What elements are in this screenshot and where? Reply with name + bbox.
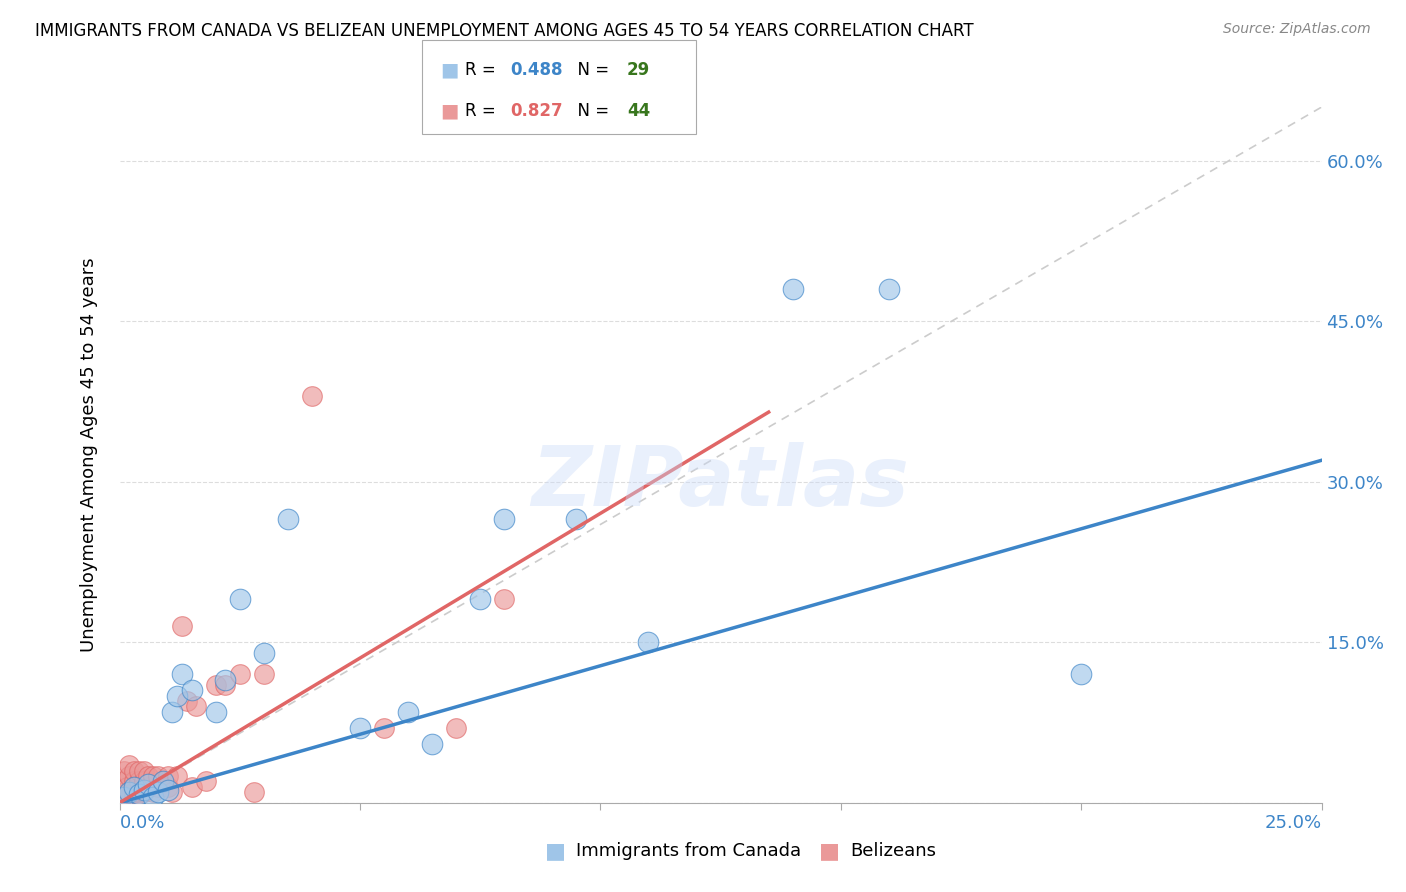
Belizeans (122, 785, 145, 799)
Immigrants from Canada (166, 689, 188, 703)
Belizeans (146, 769, 169, 783)
Immigrants from Canada (253, 646, 276, 660)
Text: IMMIGRANTS FROM CANADA VS BELIZEAN UNEMPLOYMENT AMONG AGES 45 TO 54 YEARS CORREL: IMMIGRANTS FROM CANADA VS BELIZEAN UNEMP… (35, 22, 974, 40)
Immigrants from Canada (138, 776, 160, 790)
Text: R =: R = (465, 61, 502, 79)
Belizeans (112, 774, 135, 789)
Text: 44: 44 (627, 102, 651, 120)
Text: ■: ■ (546, 841, 565, 861)
Immigrants from Canada (162, 705, 184, 719)
Belizeans (156, 780, 179, 794)
Immigrants from Canada (349, 721, 371, 735)
Text: 0.827: 0.827 (510, 102, 562, 120)
Belizeans (118, 758, 141, 772)
Immigrants from Canada (170, 667, 193, 681)
Immigrants from Canada (228, 592, 252, 607)
Belizeans (138, 780, 160, 794)
Belizeans (214, 678, 236, 692)
Belizeans (132, 764, 155, 778)
Text: R =: R = (465, 102, 502, 120)
Immigrants from Canada (156, 783, 179, 797)
Belizeans (170, 619, 193, 633)
Immigrants from Canada (142, 790, 165, 805)
Text: ■: ■ (820, 841, 839, 861)
Text: N =: N = (567, 102, 614, 120)
Immigrants from Canada (146, 785, 169, 799)
Belizeans (132, 774, 155, 789)
Text: 29: 29 (627, 61, 651, 79)
Immigrants from Canada (494, 512, 516, 526)
Immigrants from Canada (112, 790, 135, 805)
Immigrants from Canada (132, 783, 155, 797)
Belizeans (228, 667, 252, 681)
Belizeans (243, 785, 266, 799)
Belizeans (132, 785, 155, 799)
Immigrants from Canada (637, 635, 659, 649)
Belizeans (373, 721, 395, 735)
Immigrants from Canada (128, 787, 150, 801)
Belizeans (115, 780, 138, 794)
Belizeans (142, 785, 165, 799)
Immigrants from Canada (1070, 667, 1092, 681)
Belizeans (118, 769, 141, 783)
Belizeans (112, 764, 135, 778)
Text: N =: N = (567, 61, 614, 79)
Text: Immigrants from Canada: Immigrants from Canada (576, 842, 801, 860)
Belizeans (128, 774, 150, 789)
Belizeans (166, 769, 188, 783)
Belizeans (444, 721, 467, 735)
Belizeans (494, 592, 516, 607)
Y-axis label: Unemployment Among Ages 45 to 54 years: Unemployment Among Ages 45 to 54 years (80, 258, 98, 652)
Belizeans (138, 769, 160, 783)
Belizeans (180, 780, 202, 794)
Belizeans (162, 785, 184, 799)
Text: 0.488: 0.488 (510, 61, 562, 79)
Belizeans (122, 774, 145, 789)
Belizeans (176, 694, 198, 708)
Immigrants from Canada (152, 774, 174, 789)
Immigrants from Canada (782, 282, 804, 296)
Immigrants from Canada (468, 592, 492, 607)
Text: ■: ■ (440, 101, 458, 120)
Immigrants from Canada (118, 785, 141, 799)
Belizeans (112, 785, 135, 799)
Belizeans (301, 389, 323, 403)
Immigrants from Canada (396, 705, 419, 719)
Belizeans (142, 769, 165, 783)
Immigrants from Canada (565, 512, 588, 526)
Belizeans (204, 678, 226, 692)
Immigrants from Canada (180, 683, 202, 698)
Belizeans (195, 774, 218, 789)
Belizeans (146, 780, 169, 794)
Text: Belizeans: Belizeans (851, 842, 936, 860)
Belizeans (156, 769, 179, 783)
Belizeans (111, 790, 134, 805)
Belizeans (128, 764, 150, 778)
Immigrants from Canada (420, 737, 443, 751)
Text: 0.0%: 0.0% (120, 814, 165, 831)
Belizeans (122, 790, 145, 805)
Immigrants from Canada (214, 673, 236, 687)
Belizeans (186, 699, 208, 714)
Belizeans (118, 790, 141, 805)
Belizeans (253, 667, 276, 681)
Immigrants from Canada (122, 780, 145, 794)
Belizeans (118, 785, 141, 799)
Text: ■: ■ (440, 61, 458, 79)
Belizeans (122, 764, 145, 778)
Text: ZIPatlas: ZIPatlas (531, 442, 910, 524)
Immigrants from Canada (277, 512, 299, 526)
Immigrants from Canada (877, 282, 900, 296)
Belizeans (152, 774, 174, 789)
Text: 25.0%: 25.0% (1264, 814, 1322, 831)
Belizeans (128, 785, 150, 799)
Text: Source: ZipAtlas.com: Source: ZipAtlas.com (1223, 22, 1371, 37)
Immigrants from Canada (204, 705, 226, 719)
